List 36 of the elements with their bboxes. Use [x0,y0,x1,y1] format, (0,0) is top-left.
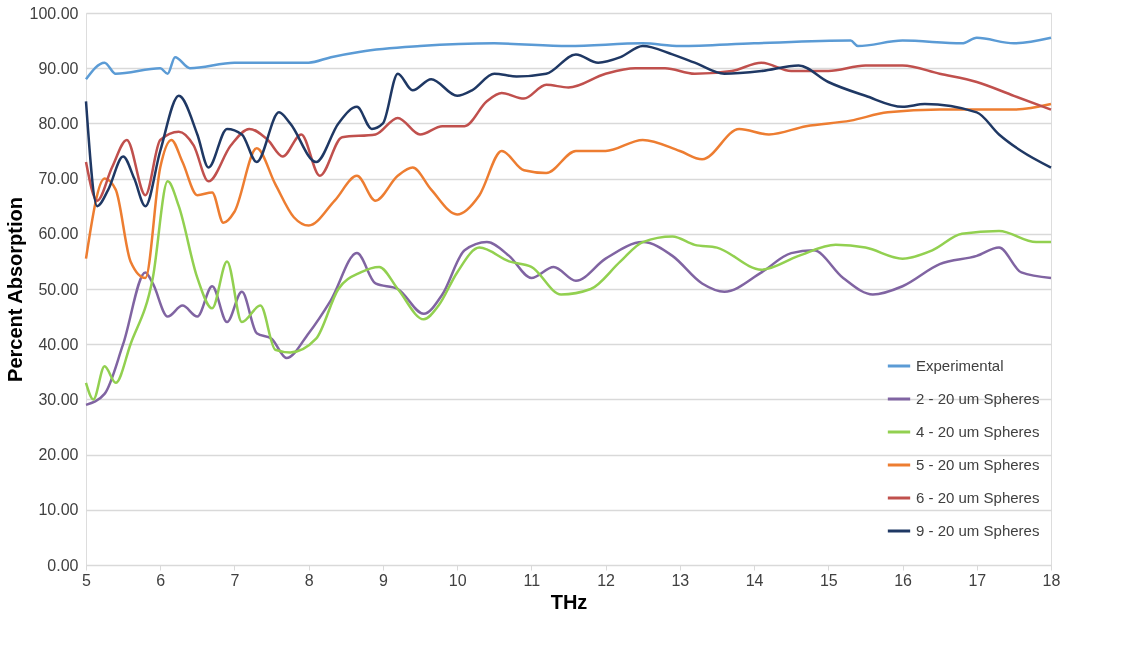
legend-label: 4 - 20 um Spheres [916,423,1040,440]
x-tick-label: 10 [448,571,467,589]
x-tick-label: 5 [82,571,92,589]
x-tick-label: 18 [1042,571,1061,589]
x-tick-label: 12 [597,571,616,589]
x-tick-label: 9 [378,571,388,589]
x-tick-label: 6 [156,571,166,589]
x-tick-label: 8 [304,571,314,589]
x-tick-label: 14 [745,571,764,589]
y-axis-title: Percent Absorption [3,197,26,382]
y-tick-label: 50.00 [38,280,79,298]
y-tick-label: 20.00 [38,446,79,464]
x-tick-label: 7 [230,571,240,589]
x-axis-title: THz [550,590,588,613]
x-tick-label: 17 [968,571,987,589]
legend-label: 9 - 20 um Spheres [916,522,1040,539]
y-tick-label: 70.00 [38,170,79,188]
legend-label: Experimental [916,357,1004,374]
line-series [84,36,1053,81]
x-tick-label: 11 [523,571,541,589]
y-tick-label: 30.00 [38,390,79,408]
legend-label: 6 - 20 um Spheres [916,489,1040,506]
y-tick-label: 0.00 [47,556,79,574]
line-series [84,102,1053,280]
y-tick-label: 10.00 [38,501,79,519]
x-tick-label: 13 [671,571,690,589]
legend-label: 5 - 20 um Spheres [916,456,1040,473]
x-tick-label: 16 [894,571,913,589]
x-tick-label: 15 [819,571,838,589]
y-tick-label: 80.00 [38,114,79,132]
line-series [84,240,1053,407]
y-tick-label: 90.00 [38,59,79,77]
legend-label: 2 - 20 um Spheres [916,390,1040,407]
y-tick-label: 100.00 [29,4,79,22]
y-tick-label: 60.00 [38,225,79,243]
y-tick-label: 40.00 [38,335,79,353]
